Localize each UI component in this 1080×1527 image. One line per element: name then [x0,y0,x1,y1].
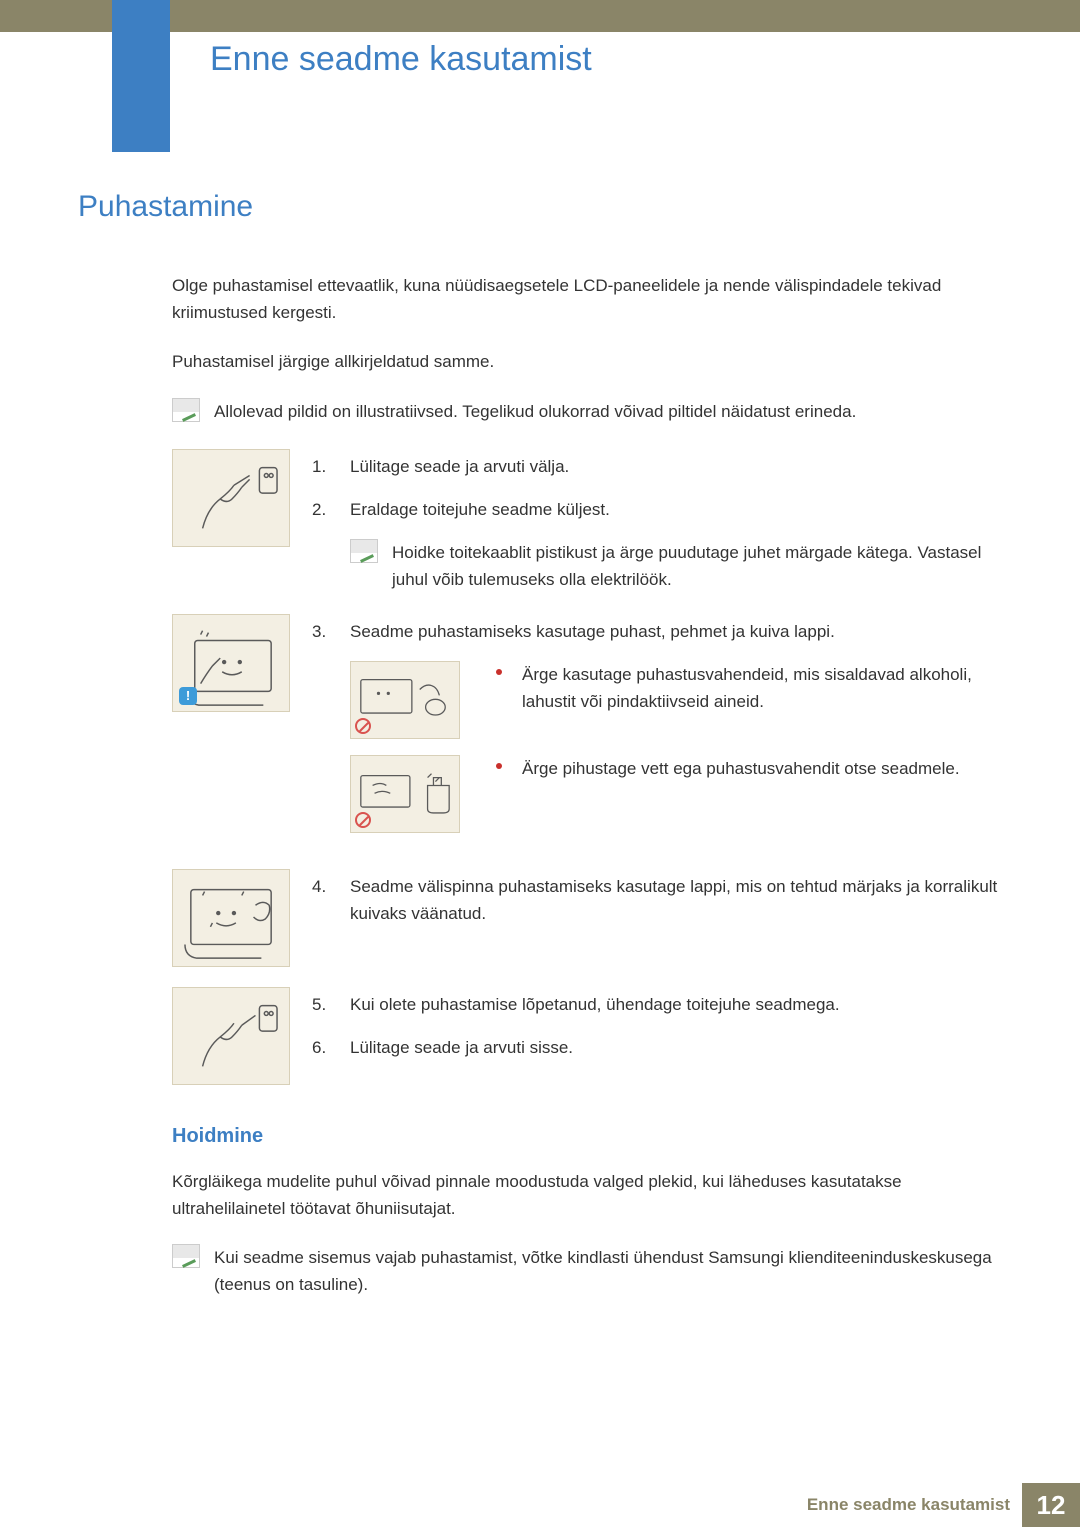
step-number: 4. [312,873,336,927]
section-title: Puhastamine [78,190,1008,224]
prohibit-icon [355,812,371,828]
illustration-unplug [172,449,290,547]
info-icon: ! [179,687,197,705]
note-text: Allolevad pildid on illustratiivsed. Teg… [214,398,856,425]
note-icon [172,398,200,422]
illustration-plug-in [172,987,290,1085]
step-text-4: 4. Seadme välispinna puhastamiseks kasuta… [312,869,1008,943]
prohibit-icon [355,718,371,734]
storage-paragraph: Kõrgläikega mudelite puhul võivad pinnal… [172,1168,1008,1222]
step-number: 2. [312,496,336,523]
note-illustrative: Allolevad pildid on illustratiivsed. Teg… [172,398,1008,425]
step-number: 3. [312,618,336,645]
step-text: Lülitage seade ja arvuti sisse. [350,1034,573,1061]
step-text-5-6: 5. Kui olete puhastamise lõpetanud, ühend… [312,987,1008,1077]
step-block-1-2: 1. Lülitage seade ja arvuti välja. 2. Eral… [172,449,1008,594]
step-text: Eraldage toitejuhe seadme küljest. [350,496,610,523]
step-text: Seadme välispinna puhastamiseks kasutage… [350,873,1008,927]
illustration-damp-cloth [172,869,290,967]
note-text: Kui seadme sisemus vajab puhastamist, võ… [214,1244,1008,1298]
step-text: Kui olete puhastamise lõpetanud, ühendag… [350,991,840,1018]
storage-note: Kui seadme sisemus vajab puhastamist, võ… [172,1244,1008,1298]
subsection-title: Hoidmine [172,1125,1008,1148]
bullet-marker [496,763,502,769]
step-number: 6. [312,1034,336,1061]
page-number: 12 [1022,1483,1080,1527]
content-area: Puhastamine Olge puhastamisel ettevaatli… [78,190,1008,1322]
prohibition-2: Ärge pihustage vett ega puhastusvahendit… [350,755,1008,833]
step-number: 1. [312,453,336,480]
step-block-3: ! 3. Seadme puhastamiseks kasutage puhast… [172,614,1008,849]
intro-paragraph-1: Olge puhastamisel ettevaatlik, kuna nüüd… [172,272,1008,326]
prohibition-1: Ärge kasutage puhastusvahendeid, mis sis… [350,661,1008,739]
footer-chapter-label: Enne seadme kasutamist [807,1495,1022,1515]
illustration-no-spray [350,755,460,833]
chapter-tab [112,0,170,152]
step-block-4: 4. Seadme välispinna puhastamiseks kasuta… [172,869,1008,967]
note-icon [172,1244,200,1268]
chapter-title: Enne seadme kasutamist [210,40,592,79]
step-block-5-6: 5. Kui olete puhastamise lõpetanud, ühend… [172,987,1008,1085]
step-text: Lülitage seade ja arvuti välja. [350,453,569,480]
bullet-text: Ärge kasutage puhastusvahendeid, mis sis… [522,661,1008,715]
intro-paragraph-2: Puhastamisel järgige allkirjeldatud samm… [172,348,1008,375]
page-footer: Enne seadme kasutamist 12 [807,1483,1080,1527]
step-number: 5. [312,991,336,1018]
step2-note: Hoidke toitekaablit pistikust ja ärge pu… [350,539,1008,593]
step-text-3: 3. Seadme puhastamiseks kasutage puhast, … [312,614,1008,849]
illustration-wipe: ! [172,614,290,712]
note-text: Hoidke toitekaablit pistikust ja ärge pu… [392,539,1008,593]
bullet-text: Ärge pihustage vett ega puhastusvahendit… [522,755,1008,782]
note-icon [350,539,378,563]
illustration-no-chemicals [350,661,460,739]
bullet-marker [496,669,502,675]
step-text-1-2: 1. Lülitage seade ja arvuti välja. 2. Eral… [312,449,1008,594]
step-text: Seadme puhastamiseks kasutage puhast, pe… [350,618,835,645]
